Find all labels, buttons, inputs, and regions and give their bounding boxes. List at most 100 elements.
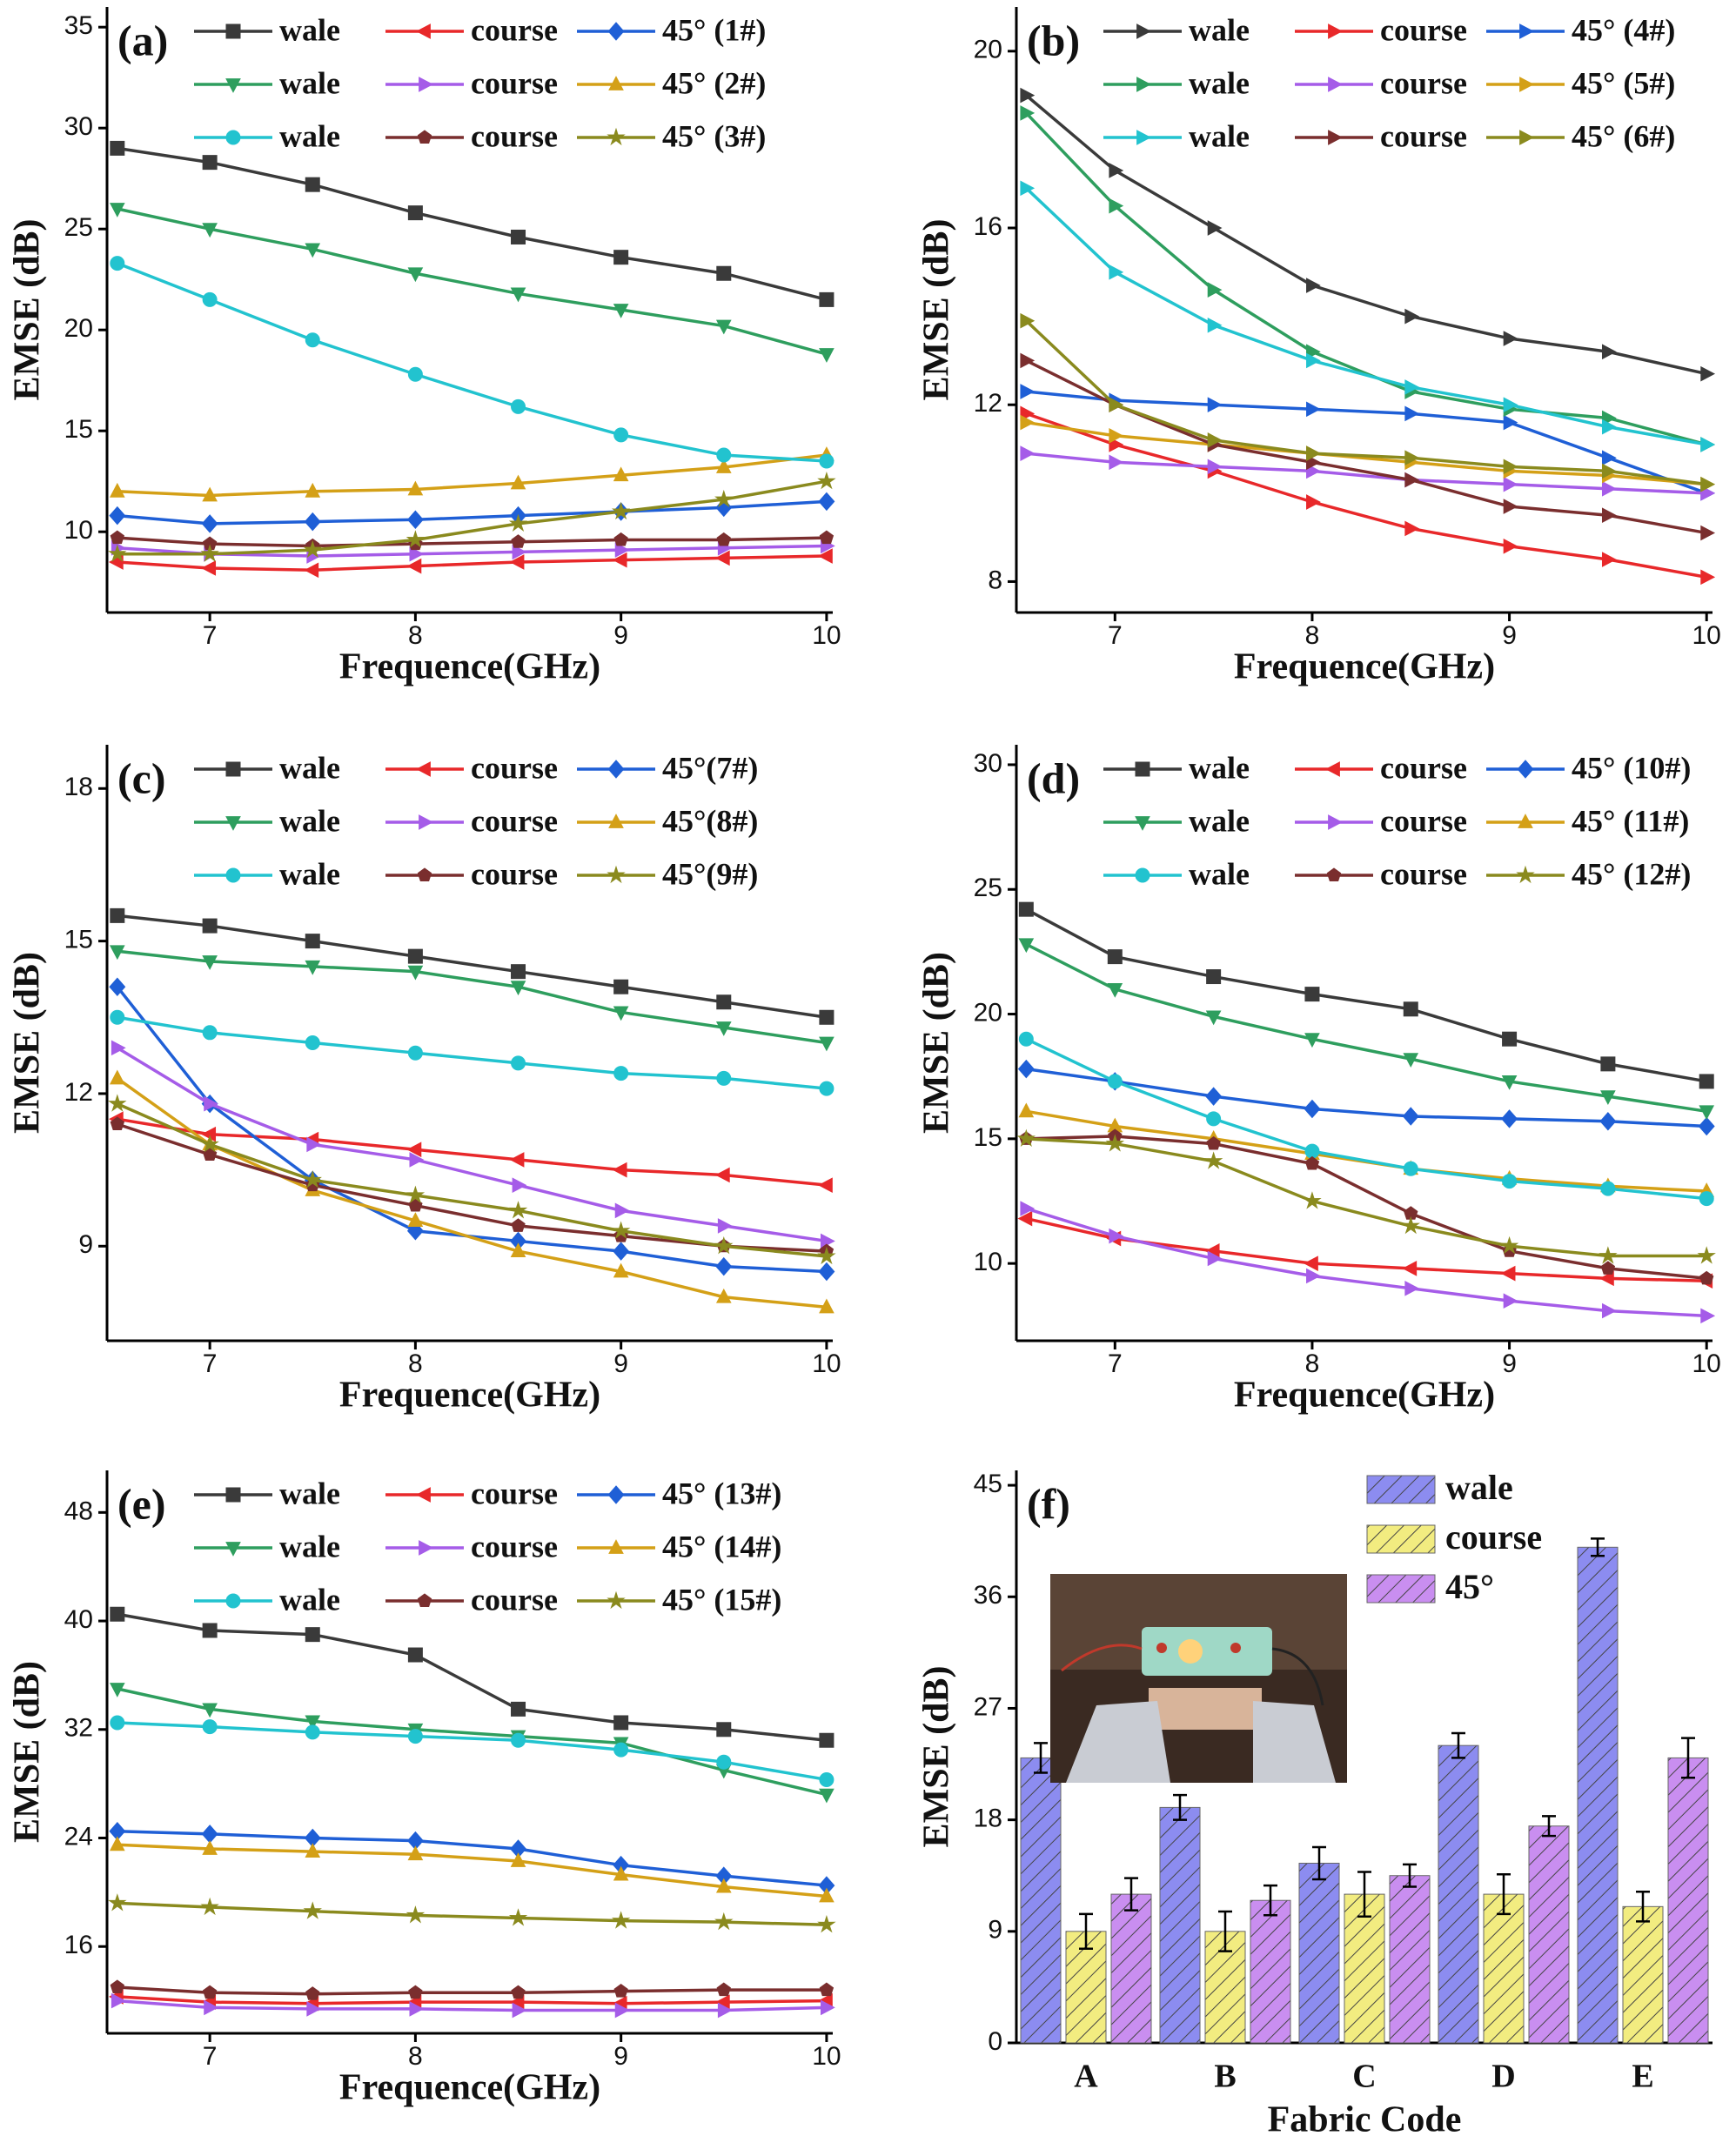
- photo-fabric: [1149, 1688, 1262, 1730]
- data-point: [109, 482, 125, 498]
- legend-marker: [225, 1593, 241, 1609]
- legend-label: 45° (15#): [662, 1582, 781, 1617]
- data-point: [303, 539, 322, 559]
- photo-wire: [1271, 1647, 1324, 1706]
- data-point: [202, 1985, 218, 1999]
- legend-marker: [1517, 760, 1534, 779]
- legend-marker: [607, 1590, 626, 1610]
- data-point: [407, 1647, 423, 1663]
- legend-label: wale: [279, 1582, 340, 1617]
- y-tick-label: 10: [974, 1248, 1002, 1276]
- legend-label: 45° (5#): [1572, 65, 1675, 100]
- data-point: [1404, 520, 1420, 537]
- data-point: [508, 1201, 528, 1219]
- panel-label: (b): [1027, 16, 1080, 64]
- series-line: [117, 1843, 828, 1898]
- x-tick-label: 7: [203, 1349, 218, 1378]
- x-tick-label: 8: [408, 1349, 423, 1378]
- y-tick-label: 12: [974, 389, 1002, 418]
- legend-label: wale: [1189, 65, 1250, 100]
- legend-marker: [607, 865, 626, 884]
- legend-label: wale: [279, 856, 340, 891]
- data-point: [202, 1623, 218, 1638]
- error-bar: [1124, 1877, 1138, 1912]
- data-point: [1304, 987, 1320, 1002]
- data-point: [613, 466, 629, 482]
- data-point: [1502, 1174, 1518, 1189]
- error-bar: [1357, 1871, 1371, 1918]
- data-point: [305, 1843, 321, 1858]
- data-point: [110, 1606, 125, 1622]
- x-tick-label: 8: [1305, 1349, 1320, 1378]
- data-point: [1700, 569, 1716, 586]
- legend-label: course: [1380, 803, 1467, 838]
- data-point: [715, 1878, 732, 1893]
- legend-marker: [225, 1487, 241, 1503]
- data-point: [109, 203, 125, 218]
- data-point: [509, 554, 525, 570]
- data-point: [1699, 1270, 1714, 1285]
- y-tick-label: 18: [64, 773, 93, 801]
- data-point: [1018, 901, 1034, 917]
- legend-label: wale: [279, 1476, 340, 1510]
- legend-label: 45°(7#): [662, 750, 758, 785]
- data-point: [1699, 1074, 1714, 1089]
- data-point: [1205, 1010, 1222, 1026]
- legend-marker: [1328, 814, 1343, 830]
- legend-label: course: [471, 856, 558, 891]
- data-point: [818, 1177, 833, 1193]
- bar: [1298, 1862, 1340, 2044]
- y-axis-title: EMSE (dB): [917, 1666, 957, 1848]
- legend-label: course: [1380, 12, 1467, 47]
- data-point: [1700, 1308, 1716, 1324]
- data-point: [1600, 1056, 1616, 1072]
- legend-marker: [607, 22, 625, 41]
- legend-marker: [419, 77, 433, 92]
- data-point: [1306, 278, 1321, 293]
- legend-label: course: [1380, 118, 1467, 153]
- panel-label: (f): [1027, 1479, 1070, 1528]
- error-bar: [1079, 1912, 1093, 1951]
- x-axis-title: Fabric Code: [1268, 2100, 1462, 2140]
- series-line: [1026, 1067, 1707, 1128]
- series-line: [1025, 111, 1707, 446]
- legend-swatch: [1366, 1524, 1436, 1554]
- series-line: [117, 453, 828, 498]
- legend-swatch: [1366, 1475, 1436, 1504]
- y-axis-title: EMSE (dB): [8, 219, 48, 401]
- legend-marker: [225, 23, 241, 39]
- data-point: [1109, 397, 1124, 413]
- data-point: [819, 1771, 834, 1787]
- data-point: [1500, 1265, 1516, 1282]
- legend-label: wale: [279, 750, 340, 785]
- data-point: [407, 205, 423, 221]
- data-point: [110, 140, 125, 156]
- legend-label: course: [471, 1529, 558, 1563]
- data-point: [109, 977, 126, 996]
- data-point: [1601, 480, 1617, 497]
- data-point: [304, 512, 321, 532]
- data-point: [512, 544, 527, 560]
- data-point: [305, 243, 321, 258]
- data-point: [818, 492, 835, 512]
- series-line: [117, 1985, 827, 1996]
- y-tick-label: 40: [64, 1605, 93, 1634]
- data-point: [613, 532, 628, 546]
- photo-wire: [1061, 1644, 1143, 1672]
- legend-label: course: [1445, 1517, 1542, 1557]
- data-point: [1207, 317, 1223, 333]
- data-point: [109, 506, 126, 526]
- legend-marker: [225, 761, 241, 777]
- legend-marker: [1325, 761, 1340, 777]
- data-point: [611, 1911, 631, 1929]
- data-point: [1502, 1031, 1518, 1047]
- legend-label: wale: [1189, 803, 1250, 838]
- y-tick-label: 20: [974, 36, 1002, 64]
- legend-marker: [1136, 23, 1151, 39]
- data-point: [1109, 454, 1124, 471]
- y-tick-label: 12: [64, 1078, 93, 1107]
- data-point: [819, 1081, 834, 1096]
- y-tick-label: 10: [64, 516, 93, 545]
- legend-marker: [607, 1485, 625, 1504]
- legend-marker: [225, 78, 241, 93]
